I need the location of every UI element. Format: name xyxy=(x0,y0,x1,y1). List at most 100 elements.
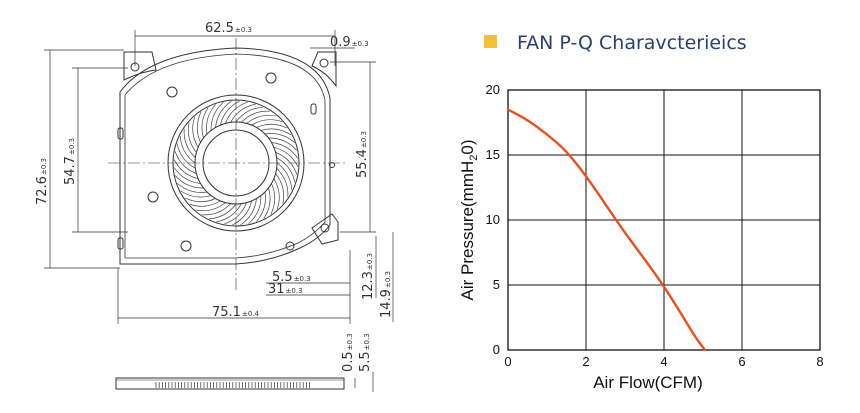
y-axis-label-main: Air Pressure(mmH xyxy=(458,161,477,301)
svg-text:0.5±0.3: 0.5±0.3 xyxy=(341,333,356,372)
dim-right-height-tol: ±0.3 xyxy=(360,131,368,148)
impeller-blade xyxy=(225,101,248,124)
x-axis-label: Air Flow(CFM) xyxy=(593,373,703,392)
side-view-fins xyxy=(155,382,310,388)
slot xyxy=(117,127,124,140)
impeller-blade xyxy=(173,159,199,180)
impeller-blade xyxy=(201,107,209,139)
impeller-blade xyxy=(187,122,197,153)
impeller-blade xyxy=(184,197,216,203)
impeller-blade xyxy=(230,103,256,123)
dim-outlet-h2-tol: ±0.3 xyxy=(384,271,392,288)
impeller-blade xyxy=(183,128,196,158)
y-tick-label: 15 xyxy=(486,147,500,162)
impeller-blade xyxy=(176,143,196,169)
dim-overall-height-tol: ±0.3 xyxy=(40,158,48,175)
series-layer xyxy=(506,108,707,352)
svg-text:5.5±0.3: 5.5±0.3 xyxy=(358,333,373,372)
impeller-blade xyxy=(209,203,237,220)
svg-text:54.7±0.3: 54.7±0.3 xyxy=(63,138,78,185)
dim-total-thickness: 5.5 xyxy=(358,351,373,372)
impeller-blade xyxy=(256,191,266,222)
impeller-blade xyxy=(276,168,289,198)
dim-overall-width: 75.1 xyxy=(212,305,241,320)
svg-text:72.6±0.3: 72.6±0.3 xyxy=(35,158,50,205)
impeller-blade xyxy=(179,136,196,164)
y-tick-label: 0 xyxy=(493,342,500,357)
y-tick-labels: 0 5 10 15 20 xyxy=(486,82,500,357)
dim-plate-thickness: 0.5 xyxy=(341,351,356,372)
impeller-blade xyxy=(248,195,262,224)
impeller-blade xyxy=(240,198,257,226)
y-tick-label: 10 xyxy=(486,212,500,227)
pq-point xyxy=(585,174,587,177)
y-tick-label: 20 xyxy=(486,82,500,97)
svg-text:14.9±0.3: 14.9±0.3 xyxy=(379,271,394,318)
pq-heading: FAN P-Q Charavcterieics xyxy=(484,32,747,54)
pq-curve xyxy=(506,108,707,352)
dim-plate-thickness-tol: ±0.3 xyxy=(346,333,354,350)
mounting-tab-outlet xyxy=(311,213,339,245)
screw-hole xyxy=(147,191,159,203)
dim-tab-offset-tol: ±0.3 xyxy=(352,40,369,48)
dim-total-thickness-tol: ±0.3 xyxy=(363,333,371,350)
fan-housing-inner-outline xyxy=(124,53,326,259)
screw-hole xyxy=(265,72,277,84)
impeller-blade xyxy=(246,114,277,124)
svg-text:62.5±0.3: 62.5±0.3 xyxy=(205,21,252,36)
mounting-tab-right xyxy=(311,51,337,88)
dimension-lines xyxy=(44,30,394,392)
svg-text:75.1±0.4: 75.1±0.4 xyxy=(212,305,259,320)
pq-point xyxy=(704,349,706,351)
x-tick-labels: 0 2 4 6 8 xyxy=(504,354,823,369)
x-tick-label: 2 xyxy=(582,354,589,369)
impeller-blade xyxy=(180,190,212,198)
x-tick-label: 8 xyxy=(816,354,823,369)
impeller-blade xyxy=(276,157,296,183)
screw-hole xyxy=(166,86,178,98)
dim-right-height: 55.4 xyxy=(355,149,370,178)
dim-tab-offset: 0.9 xyxy=(330,35,351,50)
svg-text:0.9±0.3: 0.9±0.3 xyxy=(330,35,369,50)
dim-inner-height: 54.7 xyxy=(63,156,78,185)
mounting-tab-left xyxy=(123,51,157,81)
plot-grid xyxy=(508,90,820,350)
screw-hole xyxy=(329,162,335,168)
impeller-blade xyxy=(271,142,299,159)
pq-point xyxy=(663,285,665,288)
impeller-blade xyxy=(195,202,226,212)
x-tick-label: 4 xyxy=(660,354,667,369)
slot xyxy=(310,103,317,115)
pq-point xyxy=(624,232,626,234)
x-tick-label: 6 xyxy=(738,354,745,369)
impeller-blade xyxy=(177,183,208,193)
pq-point xyxy=(694,336,697,338)
impeller-blade xyxy=(216,203,242,223)
dim-outlet-b: 31 xyxy=(268,282,285,297)
screw-hole xyxy=(285,241,295,251)
y-axis-label-sub: 2 xyxy=(468,155,480,161)
svg-text:5.5±0.3: 5.5±0.3 xyxy=(272,270,311,285)
impeller-blade xyxy=(174,151,197,174)
dim-outlet-a-tol: ±0.3 xyxy=(294,275,311,283)
impeller-blade xyxy=(196,111,202,143)
fan-technical-drawing xyxy=(44,30,394,392)
y-axis-label-tail: 0) xyxy=(458,139,477,154)
impeller-blade xyxy=(232,200,253,226)
impeller-blade xyxy=(224,202,247,225)
svg-text:12.3±0.3: 12.3±0.3 xyxy=(361,253,376,300)
svg-text:31±0.3: 31±0.3 xyxy=(268,282,303,297)
impeller-blade xyxy=(273,146,299,167)
mount-hole-outlet xyxy=(320,223,330,233)
heading-marker-square xyxy=(484,35,497,48)
pq-point xyxy=(604,203,607,206)
impeller-blade xyxy=(189,200,221,207)
impeller-blade xyxy=(260,128,292,136)
dim-outlet-h1: 12.3 xyxy=(361,271,376,300)
impeller-blade xyxy=(173,167,201,184)
impeller-blade xyxy=(235,106,263,123)
dim-inner-height-tol: ±0.3 xyxy=(68,138,76,155)
mount-hole-right xyxy=(319,58,329,68)
dim-outlet-h2: 14.9 xyxy=(379,289,394,318)
